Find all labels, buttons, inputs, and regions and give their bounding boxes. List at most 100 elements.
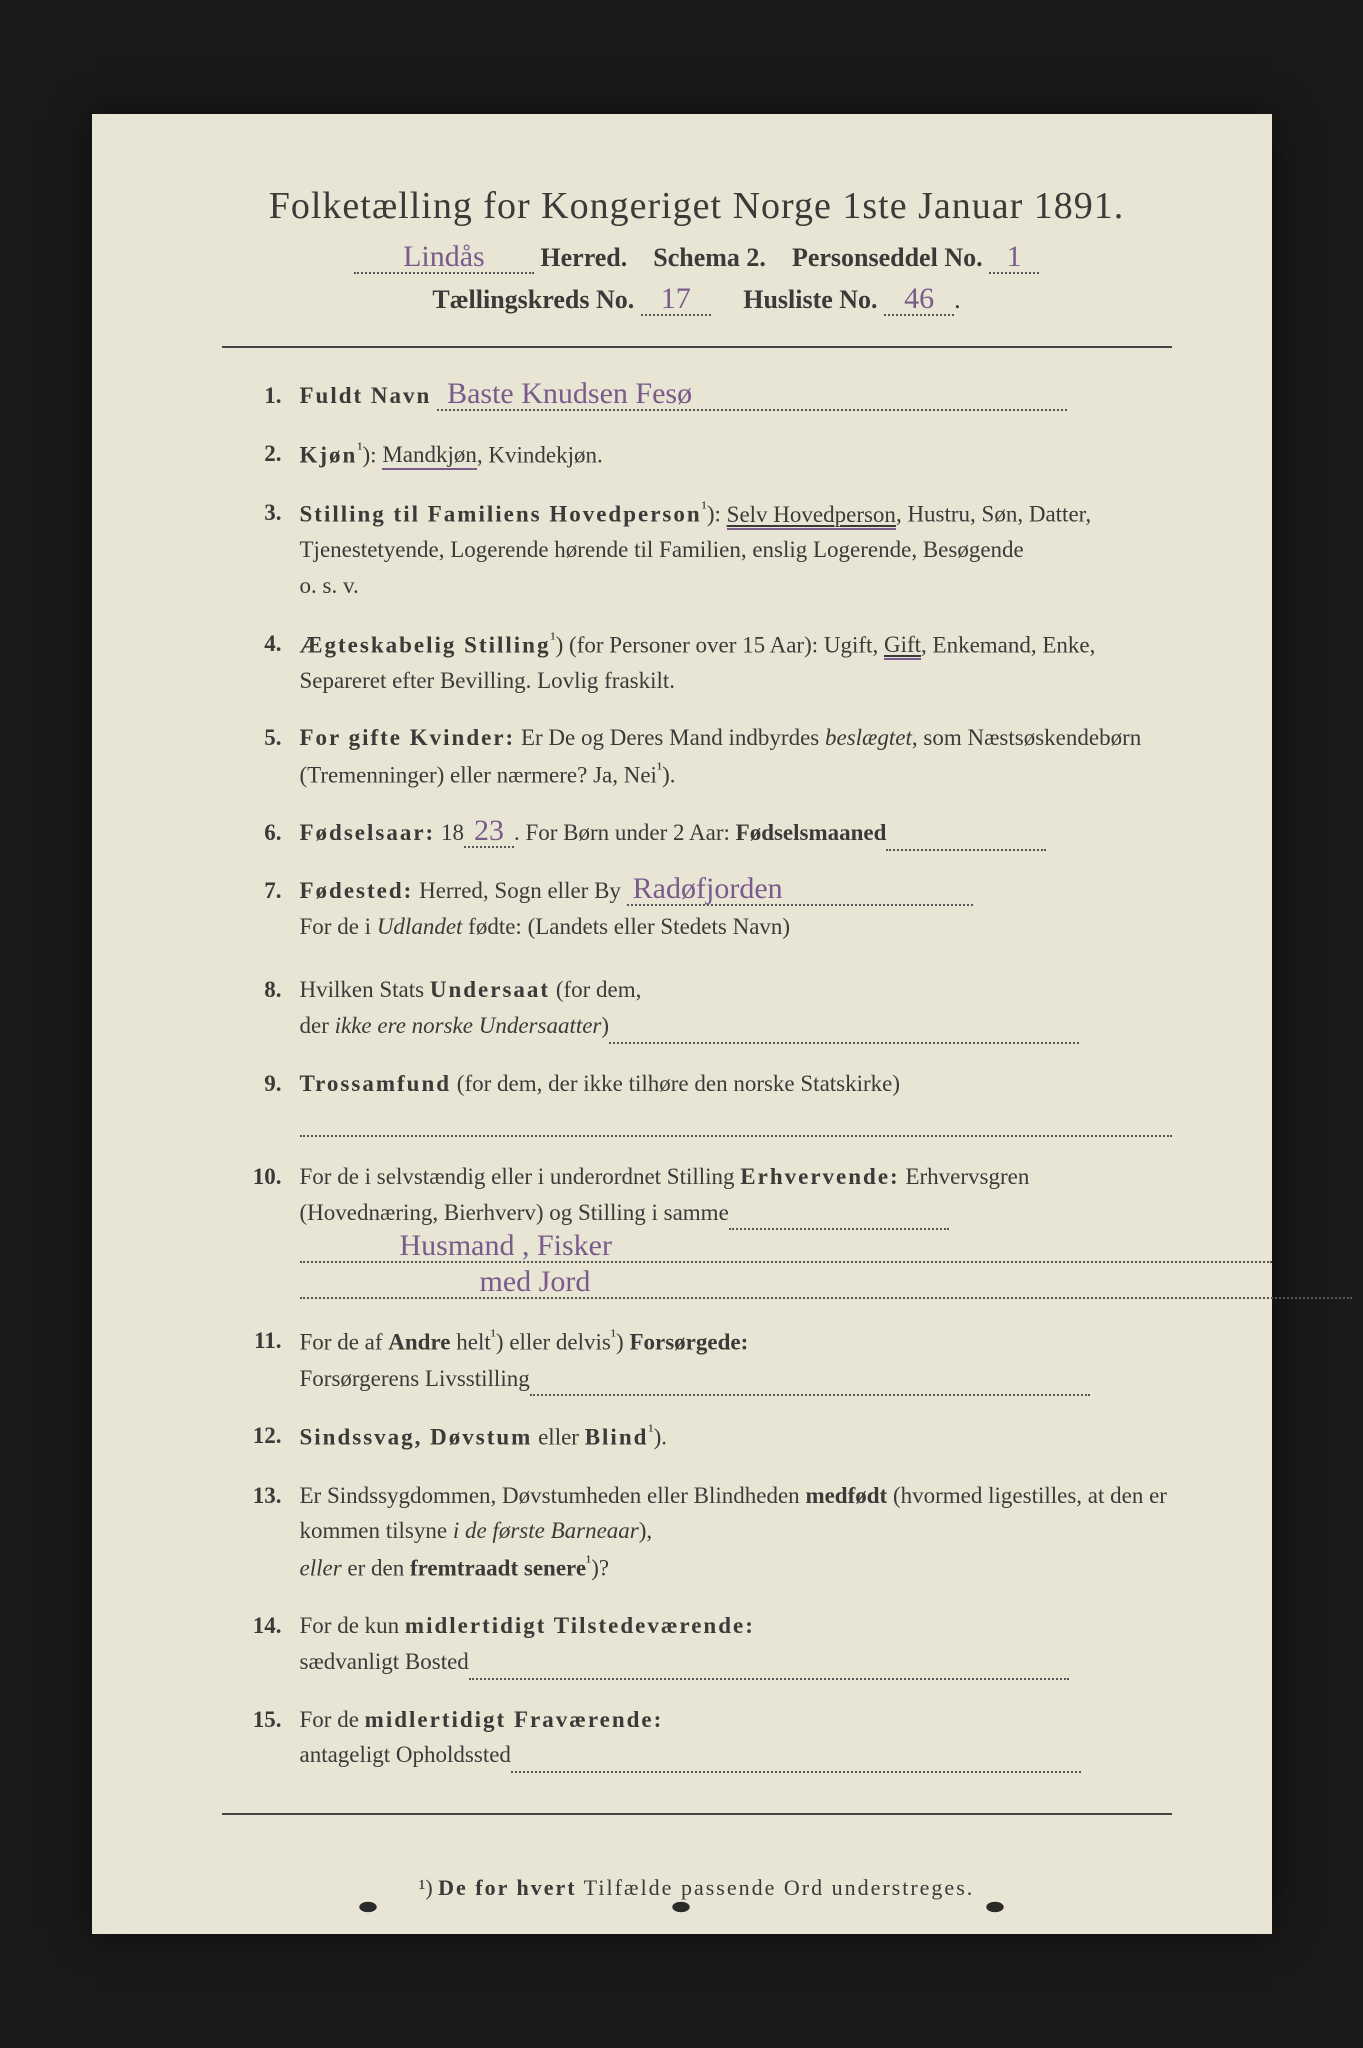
q8-number: 8. <box>222 972 300 1043</box>
page-background: Folketælling for Kongeriget Norge 1ste J… <box>0 0 1363 2048</box>
q8-ital: ikke ere norske Undersaatter <box>335 1013 602 1038</box>
label-husliste: Husliste No. <box>743 285 877 314</box>
husliste-no-handwritten: 46 <box>904 284 934 314</box>
q4-paren: (for Personer over 15 Aar): <box>563 632 824 657</box>
q10-number: 10. <box>222 1159 300 1302</box>
q8-bold: Undersaat <box>430 977 550 1002</box>
binding-tears <box>92 1898 1272 1916</box>
q6-number: 6. <box>222 815 300 851</box>
q5-text1: Er De og Deres Mand indbyrdes <box>515 725 825 750</box>
footer-divider <box>222 1813 1172 1815</box>
q14-number: 14. <box>222 1608 300 1679</box>
header-divider <box>222 346 1172 348</box>
q9-label: Trossamfund <box>300 1071 452 1096</box>
q11-bold2: Forsørgede: <box>624 1330 749 1355</box>
q13-text3: ), <box>639 1518 652 1543</box>
q10-bold1: Erhvervende: <box>740 1164 899 1189</box>
question-2: 2. Kjøn¹): Mandkjøn, Kvindekjøn. <box>222 436 1172 473</box>
q3-number: 3. <box>222 495 300 604</box>
q7-birthplace-handwritten: Radøfjorden <box>633 874 783 904</box>
q6-label2: Fødselsmaaned <box>736 820 887 845</box>
form-header: Folketælling for Kongeriget Norge 1ste J… <box>222 184 1172 316</box>
q13-bold2: fremtraadt senere <box>410 1556 586 1581</box>
q6-prefix: 18 <box>435 820 464 845</box>
q11-text2: helt <box>450 1330 490 1355</box>
q3-rest1: , Hustru, Søn, <box>896 502 1023 527</box>
footnote-rest: Tilfælde passende Ord understreges. <box>577 1875 975 1900</box>
q13-number: 13. <box>222 1478 300 1587</box>
tear-mark <box>666 1898 696 1916</box>
question-9: 9. Trossamfund (for dem, der ikke tilhør… <box>222 1066 1172 1137</box>
q1-label: Fuldt Navn <box>300 383 432 408</box>
q11-text1: For de af <box>300 1330 389 1355</box>
q4-number: 4. <box>222 626 300 699</box>
census-form-paper: Folketælling for Kongeriget Norge 1ste J… <box>92 114 1272 1934</box>
label-personseddel: Personseddel No. <box>792 243 983 272</box>
q7-text1: Herred, Sogn eller By <box>413 878 621 903</box>
q11-bold1: Andre <box>388 1330 450 1355</box>
question-10: 10. For de i selvstændig eller i underor… <box>222 1159 1172 1302</box>
q10-occupation-line1-handwritten: Husmand , Fisker <box>400 1231 613 1261</box>
q14-text2: sædvanligt Bosted <box>300 1649 469 1674</box>
question-8: 8. Hvilken Stats Undersaat (for dem, der… <box>222 972 1172 1043</box>
q12-text: eller <box>532 1425 584 1450</box>
q7-text2: For de i <box>300 914 377 939</box>
q4-label: Ægteskabelig Stilling <box>300 632 551 657</box>
q4-opt-gift: Gift <box>884 632 921 660</box>
q15-text1: For de <box>300 1707 365 1732</box>
footnote-ref: ¹) <box>419 1875 433 1900</box>
question-4: 4. Ægteskabelig Stilling¹) (for Personer… <box>222 626 1172 699</box>
q8-text4: ) <box>601 1013 609 1038</box>
q13-text4: er den <box>342 1556 410 1581</box>
label-herred: Herred. <box>540 243 627 272</box>
question-11: 11. For de af Andre helt¹) eller delvis¹… <box>222 1323 1172 1396</box>
q12-label: Sindssvag, Døvstum <box>300 1425 533 1450</box>
q10-occupation-line2-handwritten: med Jord <box>480 1267 591 1297</box>
question-12: 12. Sindssvag, Døvstum eller Blind¹). <box>222 1418 1172 1455</box>
q1-name-handwritten: Baste Knudsen Fesø <box>447 379 692 409</box>
q13-ital1: i de første Barneaar <box>453 1518 639 1543</box>
question-13: 13. Er Sindssygdommen, Døvstumheden elle… <box>222 1478 1172 1587</box>
kreds-no-handwritten: 17 <box>661 284 691 314</box>
q13-text1: Er Sindssygdommen, Døvstumheden eller Bl… <box>300 1483 806 1508</box>
form-title: Folketælling for Kongeriget Norge 1ste J… <box>222 184 1172 228</box>
question-7: 7. Fødested: Herred, Sogn eller By Radøf… <box>222 873 1172 944</box>
q15-text2: antageligt Opholdssted <box>300 1742 511 1767</box>
q5-ital: beslægtet <box>825 725 912 750</box>
q6-label: Fødselsaar: <box>300 820 436 845</box>
tear-mark <box>980 1898 1010 1916</box>
q11-text3: eller delvis <box>504 1330 611 1355</box>
q15-bold1: midlertidigt Fraværende: <box>365 1707 664 1732</box>
question-6: 6. Fødselsaar: 1823. For Børn under 2 Aa… <box>222 815 1172 851</box>
q7-label: Fødested: <box>300 878 414 903</box>
q10-text1: For de i selvstændig eller i underordnet… <box>300 1164 741 1189</box>
q8-text1: Hvilken Stats <box>300 977 430 1002</box>
q9-number: 9. <box>222 1066 300 1137</box>
question-list: 1. Fuldt Navn Baste Knudsen Fesø 2. Kjøn… <box>222 378 1172 1773</box>
q7-number: 7. <box>222 873 300 944</box>
q2-opt-mandkjon: Mandkjøn <box>382 442 477 470</box>
q3-opt-selv: Selv Hovedperson <box>727 502 896 530</box>
question-14: 14. For de kun midlertidigt Tilstedevære… <box>222 1608 1172 1679</box>
q13-text5: ? <box>599 1556 609 1581</box>
q2-opt-kvindekjon: Kvindekjøn. <box>488 442 602 467</box>
q3-rest3: o. s. v. <box>300 573 359 598</box>
q2-number: 2. <box>222 436 300 473</box>
q12-bold2: Blind <box>585 1425 649 1450</box>
q9-text: (for dem, der ikke tilhøre den norske St… <box>451 1071 900 1096</box>
question-1: 1. Fuldt Navn Baste Knudsen Fesø <box>222 378 1172 414</box>
q14-bold1: midlertidigt Tilstedeværende: <box>405 1613 755 1638</box>
q6-text2: . For Børn under 2 Aar: <box>514 820 736 845</box>
q8-text3: der <box>300 1013 335 1038</box>
q5-label: For gifte Kvinder: <box>300 725 516 750</box>
q13-ital2: eller <box>300 1556 342 1581</box>
footnote: ¹) De for hvert Tilfælde passende Ord un… <box>222 1875 1172 1901</box>
herred-handwritten: Lindås <box>403 242 485 272</box>
q15-number: 15. <box>222 1702 300 1773</box>
question-5: 5. For gifte Kvinder: Er De og Deres Man… <box>222 720 1172 793</box>
q2-label: Kjøn <box>300 442 358 467</box>
q11-number: 11. <box>222 1323 300 1396</box>
header-line-2: Lindås Herred. Schema 2. Personseddel No… <box>222 242 1172 274</box>
q7-text3: fødte: (Landets eller Stedets Navn) <box>462 914 790 939</box>
question-3: 3. Stilling til Familiens Hovedperson¹):… <box>222 495 1172 604</box>
